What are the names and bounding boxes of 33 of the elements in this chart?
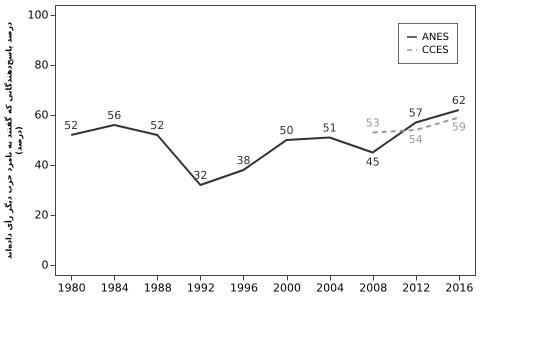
data-label: 45 xyxy=(366,156,380,168)
y-tick-label: 100 xyxy=(28,8,48,22)
text: درصد پاسخ‌دهندگانی که گفتند به نامزد حزب دیگر رأی داده‌اند xyxy=(4,22,14,260)
x-tick-label: 1984 xyxy=(100,282,129,294)
x-tick-label: 1996 xyxy=(230,282,258,294)
x-tick-label: 2004 xyxy=(316,282,344,294)
data-label: 56 xyxy=(107,109,122,122)
text: (درصد) xyxy=(14,126,24,155)
y-tick-label: 60 xyxy=(34,108,48,122)
data-label: 52 xyxy=(64,119,78,132)
legend-label: CCES xyxy=(422,45,449,56)
data-label: 59 xyxy=(452,120,466,134)
data-label: 53 xyxy=(366,116,380,130)
x-tick-label: 2012 xyxy=(402,282,430,294)
y-tick-label: 20 xyxy=(34,208,48,222)
y-tick-label: 40 xyxy=(34,158,48,172)
x-tick-label: 2008 xyxy=(359,282,388,294)
x-tick-label: 1988 xyxy=(144,282,172,294)
x-tick-label: 1992 xyxy=(186,282,215,294)
data-label: 62 xyxy=(452,94,466,107)
y-tick-label: 80 xyxy=(34,58,48,72)
data-label: 51 xyxy=(322,122,337,134)
data-label: 54 xyxy=(408,133,423,146)
data-label: 52 xyxy=(150,119,164,132)
x-tick-label: 1980 xyxy=(58,282,86,294)
data-label: 38 xyxy=(236,154,250,167)
x-tick-label: 2016 xyxy=(445,282,474,294)
legend-label: ANES xyxy=(422,32,449,43)
x-tick-label: 2000 xyxy=(273,282,302,294)
data-label: 57 xyxy=(408,106,423,120)
y-tick-label: 0 xyxy=(42,258,48,272)
data-label: 50 xyxy=(280,124,294,137)
data-label: 32 xyxy=(193,169,208,182)
